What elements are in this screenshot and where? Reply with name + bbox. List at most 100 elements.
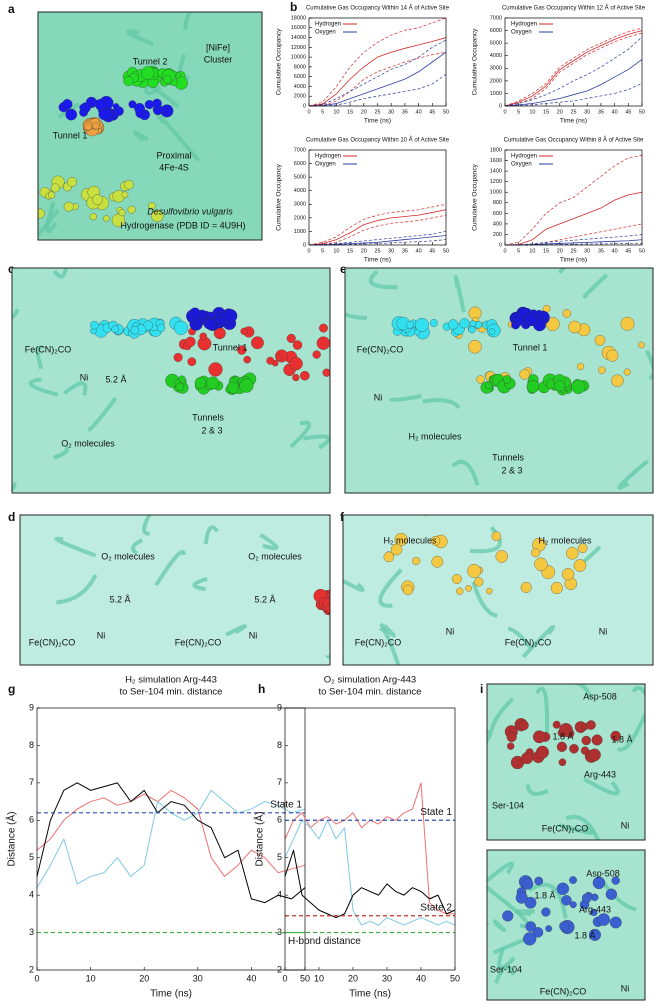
- ribbon: [368, 270, 398, 290]
- image-label: Cluster: [204, 54, 233, 64]
- molecule: [237, 345, 247, 355]
- legend-label: Hydrogen: [315, 154, 341, 160]
- molecule: [521, 878, 534, 890]
- ribbon: [225, 624, 247, 637]
- y-tick-label: 800: [493, 200, 502, 206]
- x-tick-label: 25: [374, 109, 380, 115]
- series-line: [308, 51, 447, 107]
- series-line: [504, 30, 643, 107]
- molecule: [412, 556, 421, 566]
- molecule: [531, 548, 541, 558]
- molecule: [606, 349, 619, 362]
- series-lower: [504, 83, 643, 107]
- molecule: [491, 531, 502, 541]
- x-tick-label: 30: [193, 973, 203, 983]
- molecule: [38, 208, 45, 219]
- image-label: Proximal: [156, 150, 191, 160]
- molecule: [173, 353, 183, 362]
- molecule: [390, 543, 403, 556]
- y-axis-label: Cumulative Occupancy: [472, 28, 479, 96]
- y-tick-label: 8000: [294, 64, 306, 70]
- molecule: [573, 559, 587, 572]
- x-tick-label: 50: [443, 248, 449, 254]
- image-label: Ni: [621, 983, 630, 993]
- ribbon: [87, 396, 118, 433]
- molecule: [275, 354, 283, 362]
- molecule: [300, 370, 310, 381]
- image-border: [37, 11, 263, 241]
- image-panel: Asp-508 1.8 Å 1.8 Å Arg-443 Ser-104 Fe(CN)₂CO…: [486, 683, 646, 841]
- ribbon: [379, 622, 396, 638]
- image-label: 5.2 Å: [109, 594, 130, 604]
- image-label: Arg-443: [584, 769, 616, 779]
- molecule: [98, 109, 110, 120]
- series-upper: [504, 234, 643, 246]
- panel-letter: b: [290, 0, 297, 14]
- image-content: [12, 268, 330, 493]
- y-tick-label: 9: [277, 702, 282, 712]
- ribbon: [558, 822, 595, 836]
- y-axis-label: Distance (Å): [253, 811, 266, 866]
- x-tick-label: 50: [639, 248, 645, 254]
- molecule: [163, 75, 172, 84]
- molecule: [591, 734, 603, 746]
- molecule: [556, 741, 567, 752]
- ribbon: [525, 784, 549, 796]
- molecule: [523, 932, 537, 946]
- ribbon: [259, 533, 279, 551]
- ribbon: [45, 201, 58, 234]
- molecule: [111, 213, 126, 228]
- y-tick-label: 4000: [490, 53, 502, 59]
- x-tick-label: 35: [402, 248, 408, 254]
- image-border: [342, 514, 654, 666]
- series-line: [284, 849, 456, 919]
- molecule: [581, 893, 592, 903]
- image-label: Desulfovibrio vulgaris: [147, 206, 233, 216]
- x-tick-label: 40: [416, 248, 422, 254]
- ribbon: [325, 653, 330, 659]
- ribbon: [63, 381, 88, 396]
- molecule: [111, 325, 119, 333]
- molecule: [545, 317, 560, 331]
- molecule: [519, 369, 530, 380]
- molecule: [502, 910, 514, 922]
- chart-title: to Ser-104 min. distance: [319, 687, 422, 698]
- image-label: Asp-508: [583, 691, 617, 701]
- molecule: [507, 742, 515, 750]
- image-border: [19, 514, 331, 666]
- molecule: [151, 209, 164, 223]
- ribbon: [388, 394, 422, 402]
- x-tick-label: 50: [639, 109, 645, 115]
- molecule: [47, 191, 56, 199]
- x-axis-label: Time (ns): [560, 257, 587, 264]
- ribbon: [507, 626, 532, 649]
- ribbon: [52, 268, 68, 279]
- molecule: [206, 376, 220, 390]
- molecule: [474, 577, 484, 587]
- molecule: [594, 334, 606, 346]
- molecule: [292, 373, 300, 382]
- series-upper: [504, 154, 643, 246]
- molecule: [569, 744, 579, 754]
- molecule: [118, 209, 126, 217]
- molecule: [550, 582, 563, 595]
- image-label: Ni: [80, 372, 89, 382]
- molecule: [227, 381, 239, 394]
- molecule: [92, 194, 103, 206]
- y-tick-label: 5: [29, 852, 34, 862]
- molecule: [292, 340, 303, 350]
- molecule: [124, 179, 134, 190]
- y-tick-label: 5000: [294, 175, 306, 181]
- series-upper: [308, 17, 447, 107]
- x-tick-label: 10: [333, 248, 339, 254]
- plot-frame: [504, 149, 643, 246]
- series-line: [504, 191, 643, 246]
- legend-label: Oxygen: [511, 162, 532, 168]
- image-border: [344, 267, 654, 494]
- molecule: [89, 213, 97, 221]
- molecule: [141, 66, 155, 80]
- molecule: [394, 532, 408, 546]
- molecule: [545, 925, 553, 933]
- molecule: [569, 876, 577, 884]
- chart-title: Cumulative Gas Occupancy Within 8 Å of A…: [504, 137, 644, 144]
